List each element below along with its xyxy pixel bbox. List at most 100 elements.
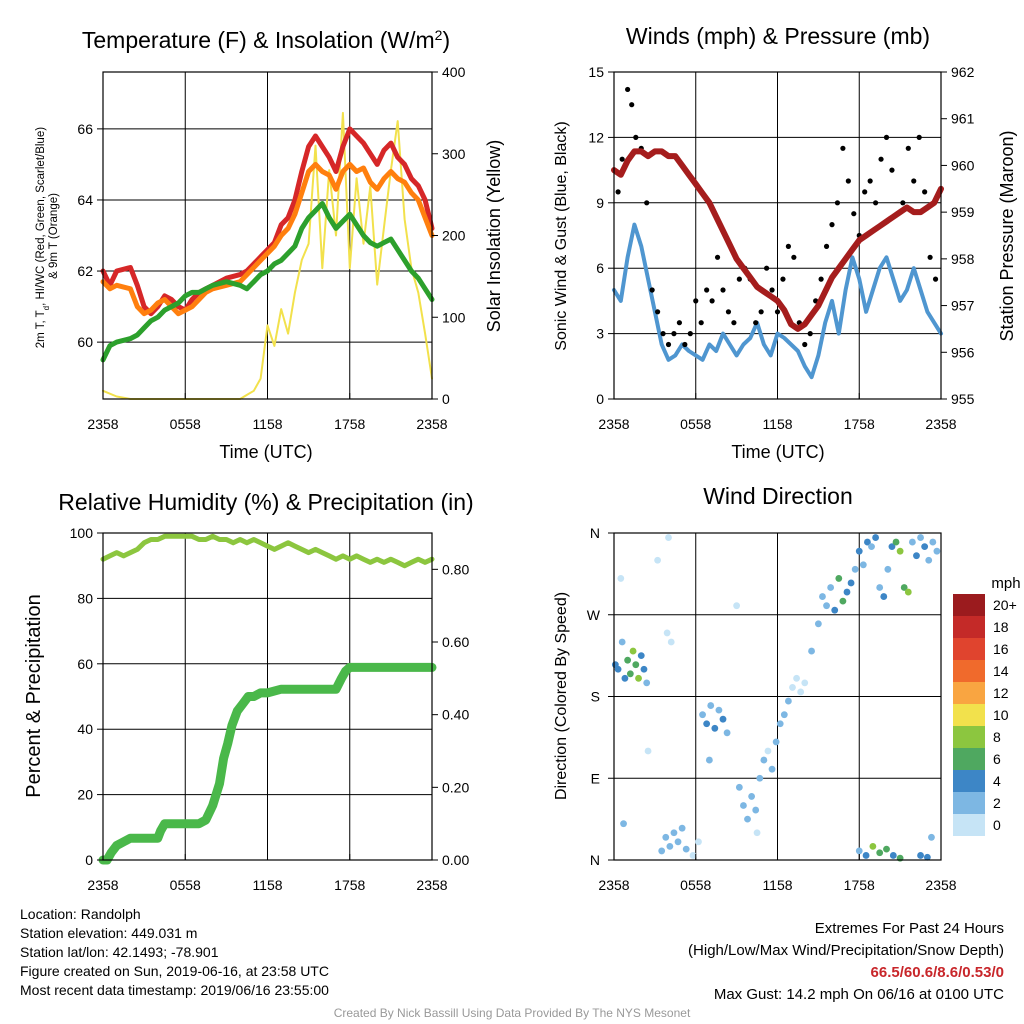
gust-point xyxy=(731,320,737,326)
temperature-y2label: Solar Insolation (Yellow) xyxy=(484,140,504,332)
y2-tick-label: 961 xyxy=(951,111,975,127)
temperature-panel: Temperature (F) & Insolation (W/m2) 2358… xyxy=(35,27,504,462)
y-tick-label: 9 xyxy=(596,195,604,211)
y2-tick-label: 960 xyxy=(951,157,975,173)
y-tick-label: 60 xyxy=(77,334,93,350)
direction-tick-label: N xyxy=(590,852,600,868)
gust-point xyxy=(665,341,672,348)
direction-point xyxy=(707,702,715,709)
gust-point xyxy=(780,276,786,282)
gust-point xyxy=(619,156,625,162)
y2-tick-label: 955 xyxy=(951,391,975,407)
direction-point xyxy=(776,720,784,728)
gust-point xyxy=(615,189,621,195)
x-tick-label: 1158 xyxy=(252,416,282,432)
x-tick-label: 2358 xyxy=(87,877,118,893)
x-tick-label: 2358 xyxy=(598,877,629,893)
extremes-subtitle: (High/Low/Max Wind/Precipitation/Snow De… xyxy=(688,942,1004,959)
colorbar-label: 8 xyxy=(993,729,1001,745)
colorbar-label: 6 xyxy=(993,751,1001,767)
direction-point xyxy=(626,670,634,678)
gust-point xyxy=(911,178,917,184)
direction-point xyxy=(839,597,847,605)
direction-point xyxy=(678,824,686,832)
figure-created: Figure created on Sun, 2019-06-16, at 23… xyxy=(20,963,329,979)
direction-tick-label: W xyxy=(587,607,601,623)
gust-point xyxy=(905,145,911,151)
direction-point xyxy=(617,575,625,582)
colorbar-label: 4 xyxy=(993,773,1001,789)
extremes-box: Extremes For Past 24 Hours (High/Low/Max… xyxy=(688,918,1004,1006)
station-latlon: Station lat/lon: 42.1493; -78.901 xyxy=(20,944,219,960)
y-tick-label: 0 xyxy=(596,391,604,407)
direction-point xyxy=(876,584,884,591)
gust-point xyxy=(720,287,726,293)
direction-tick-label: S xyxy=(591,689,600,705)
y-tick-label: 64 xyxy=(77,192,93,208)
direction-point xyxy=(900,584,908,591)
x-tick-label: 0558 xyxy=(680,416,711,432)
gust-point xyxy=(878,156,884,162)
speed-colorbar: mph 20+ 18 16 14 12 10 8 6 4 2 0 xyxy=(953,575,1021,836)
direction-point xyxy=(872,534,879,541)
humidity-series xyxy=(98,533,437,865)
winds-y2label: Station Pressure (Maroon) xyxy=(997,130,1017,341)
direction-point xyxy=(764,747,772,755)
y2-tick-label: 962 xyxy=(951,64,975,80)
direction-point xyxy=(744,815,751,823)
colorbar-label: 14 xyxy=(993,663,1009,679)
direction-title: Wind Direction xyxy=(703,483,853,509)
colorbar-label: 18 xyxy=(993,619,1009,635)
direction-point xyxy=(682,845,690,853)
gust-point xyxy=(840,145,846,151)
gust-point xyxy=(932,276,939,282)
direction-point xyxy=(748,793,756,800)
direction-ylabel: Direction (Colored By Speed) xyxy=(553,592,570,800)
direction-point xyxy=(929,538,937,546)
colorbar-label: 16 xyxy=(993,641,1009,657)
direction-point xyxy=(644,747,652,755)
colorbar-swatch xyxy=(953,814,985,836)
temperature-title: Temperature (F) & Insolation (W/m2) xyxy=(82,27,450,53)
temperature-xlabel: Time (UTC) xyxy=(219,442,312,462)
x-tick-label: 2358 xyxy=(416,416,447,432)
y2-tick-label: 0 xyxy=(442,391,450,407)
direction-point xyxy=(917,534,924,541)
colorbar-label: 12 xyxy=(993,685,1009,701)
direction-point xyxy=(637,652,645,660)
direction-point xyxy=(862,852,870,859)
gust-point xyxy=(900,200,906,206)
x-tick-label: 2358 xyxy=(925,877,956,893)
gust-point xyxy=(883,134,890,140)
direction-point xyxy=(705,756,713,764)
direction-point xyxy=(752,806,760,814)
direction-point xyxy=(923,853,931,861)
gust-point xyxy=(873,200,879,206)
gust-point xyxy=(633,134,639,140)
y-tick-label: 40 xyxy=(77,721,93,737)
direction-point xyxy=(667,638,675,646)
direction-point xyxy=(888,543,896,551)
max-gust: Max Gust: 14.2 mph On 06/16 at 0100 UTC xyxy=(713,986,1004,1003)
gust-point xyxy=(629,102,635,108)
gust-point xyxy=(682,341,688,348)
direction-point xyxy=(662,833,670,841)
direction-point xyxy=(831,606,839,614)
9m-t-line xyxy=(100,161,435,317)
colorbar-label: 2 xyxy=(993,795,1001,811)
y-tick-label: 20 xyxy=(77,787,93,803)
direction-point xyxy=(618,638,626,646)
direction-point xyxy=(823,602,830,610)
colorbar-swatch xyxy=(953,704,985,726)
direction-point xyxy=(699,711,706,719)
gust-point xyxy=(829,222,835,228)
gust-point xyxy=(785,243,792,249)
y2-tick-label: 0.80 xyxy=(442,561,469,577)
gust-point xyxy=(867,178,873,184)
direction-point xyxy=(892,538,900,546)
y2-tick-label: 959 xyxy=(951,204,975,220)
direction-point xyxy=(908,538,916,546)
direction-point xyxy=(851,565,859,573)
gust-point xyxy=(769,287,775,293)
y-tick-label: 6 xyxy=(596,260,604,276)
